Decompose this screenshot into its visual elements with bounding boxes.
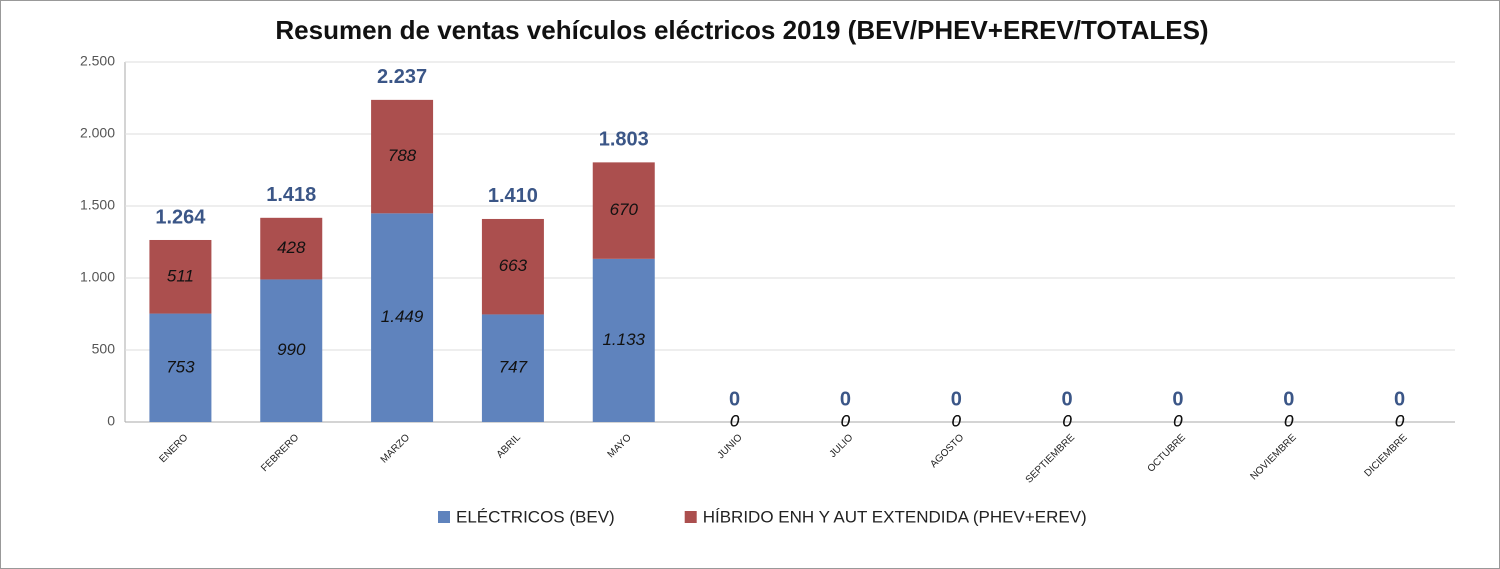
bar-segment (592, 162, 655, 259)
segment-label: 428 (277, 238, 306, 257)
legend-swatch (684, 511, 697, 523)
chart-title: Resumen de ventas vehículos eléctricos 2… (275, 15, 1208, 45)
total-label: 0 (1394, 388, 1405, 410)
segment-label: 0 (841, 411, 851, 430)
bar-segment (260, 279, 323, 422)
y-tick-label: 0 (107, 413, 115, 429)
bar-segment (481, 314, 544, 422)
bar-segment (149, 313, 212, 422)
bar-segment (260, 217, 323, 280)
total-label: 0 (1283, 388, 1294, 410)
segment-label: 0 (730, 411, 740, 430)
total-label: 0 (840, 388, 851, 410)
legend-label: HÍBRIDO ENH Y AUT EXTENDIDA (PHEV+EREV) (703, 507, 1087, 526)
y-tick-label: 500 (92, 341, 116, 357)
segment-label: 0 (1062, 411, 1072, 430)
segment-label: 663 (499, 256, 528, 275)
total-label: 1.803 (599, 129, 649, 151)
segment-label: 0 (730, 411, 740, 430)
segment-label: 747 (499, 358, 528, 377)
bar-segment (592, 258, 655, 422)
total-label: 1.410 (488, 185, 538, 207)
y-tick-label: 1.000 (80, 269, 115, 285)
y-tick-label: 1.500 (80, 197, 115, 213)
total-label: 2.237 (377, 66, 427, 88)
total-label: 1.418 (266, 184, 316, 206)
total-label: 0 (1172, 388, 1183, 410)
y-tick-label: 2.000 (80, 125, 115, 141)
bar-segment (371, 213, 434, 422)
y-tick-label: 2.500 (80, 53, 115, 69)
segment-label: 0 (952, 411, 962, 430)
segment-label: 1.133 (602, 330, 645, 349)
total-label: 0 (1062, 388, 1073, 410)
segment-label: 0 (1173, 411, 1183, 430)
segment-label: 990 (277, 340, 306, 359)
segment-label: 0 (1284, 411, 1294, 430)
bar-segment (371, 99, 434, 214)
segment-label: 0 (952, 411, 962, 430)
segment-label: 511 (167, 266, 194, 285)
segment-label: 0 (1395, 411, 1405, 430)
segment-label: 0 (1062, 411, 1072, 430)
segment-label: 0 (1173, 411, 1183, 430)
legend-label: ELÉCTRICOS (BEV) (456, 507, 615, 526)
segment-label: 0 (1395, 411, 1405, 430)
segment-label: 753 (166, 357, 195, 376)
legend-swatch (438, 511, 450, 523)
total-label: 1.264 (155, 206, 206, 228)
segment-label: 670 (610, 200, 639, 219)
bar-segment (149, 239, 212, 314)
segment-label: 1.449 (381, 307, 424, 326)
segment-label: 0 (1284, 411, 1294, 430)
segment-label: 0 (841, 411, 851, 430)
bar-segment (481, 218, 544, 315)
segment-label: 788 (388, 146, 417, 165)
total-label: 0 (729, 388, 740, 410)
total-label: 0 (951, 388, 962, 410)
